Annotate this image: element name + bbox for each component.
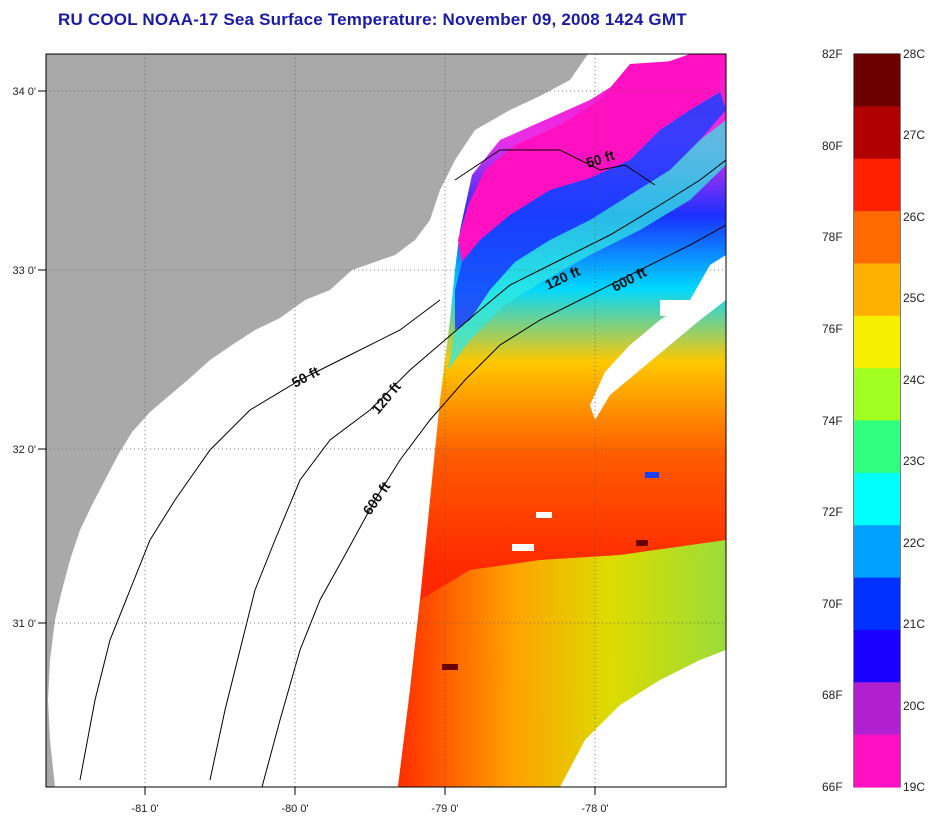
colorbar-segment [854,106,900,160]
cloud-patch-3 [512,544,534,551]
warm-pixel-1 [636,540,648,546]
tick-marks [38,90,596,795]
colorbar-f-label: 78F [822,230,843,245]
colorbar-segment [854,54,900,107]
lat-tick-label: 34 0' [12,86,36,98]
cool-shelf-water [448,120,726,370]
lat-tick-label: 31 0' [12,618,36,630]
cloud-patch-4 [536,512,552,518]
map-area [46,54,726,787]
cloud-patch-2 [590,255,726,420]
colorbar-c-label: 23C [903,454,926,469]
cold-nearshore-band [458,58,720,262]
colorbar-c-label: 25C [903,291,926,306]
colorbar-c-label: 28C [903,47,926,61]
colorbar-c-label: 20C [903,698,926,713]
colorbar-f-label: 72F [822,505,843,520]
colorbar-f-label: 68F [822,688,843,703]
colorbar-f-label: 74F [822,413,843,428]
lat-tick-label: 33 0' [12,265,36,277]
colorbar-segment [854,525,900,579]
colorbar-segment [854,368,900,422]
map-frame [45,53,727,788]
colorbar-f-label: 70F [822,596,843,611]
colorbar-c-label: 26C [903,209,926,224]
lon-tick-label: -79 0' [431,803,458,815]
colorbar-segment [854,315,900,369]
cloud-patch-1 [560,650,726,787]
colorbar-segment [854,158,900,212]
lat-tick-label: 32 0' [12,444,36,456]
colorbar-f-label: 82F [822,47,843,61]
colorbar-segment [854,472,900,526]
graticule [46,54,726,787]
colorbar-segment [854,263,900,317]
colorbar-segment [854,734,900,788]
lon-tick-label: -81 0' [131,803,158,815]
colorbar-segment [854,420,900,474]
lon-tick-label: -78 0' [581,803,608,815]
colorbar-segment [854,682,900,736]
colorbar-c-label: 22C [903,535,926,550]
contour-600ft [261,224,726,787]
colorbar-c-label: 19C [903,780,926,794]
contour-120ft [209,159,726,781]
colorbar-segment [854,211,900,265]
colorbar-c-label: 27C [903,128,926,143]
colorbar-f-label: 66F [822,780,843,794]
colorbar-segment [854,629,900,683]
contour-50ft [79,149,656,781]
land-mass [46,54,588,787]
colorbar-f-label: 80F [822,138,843,153]
colorbar [853,53,901,788]
cloud-patch-5 [660,300,700,316]
colorbar-c-label: 21C [903,617,926,632]
colorbar-f-label: 76F [822,321,843,336]
colorbar-stripes [854,54,900,788]
cool-pixel-1 [645,472,659,478]
map-title: RU COOL NOAA-17 Sea Surface Temperature:… [58,10,687,29]
colorbar-segment [854,577,900,631]
lon-tick-label: -80 0' [281,803,308,815]
colorbar-c-label: 24C [903,372,926,387]
warm-pixel-2 [442,664,458,670]
thermal-front [455,92,726,330]
